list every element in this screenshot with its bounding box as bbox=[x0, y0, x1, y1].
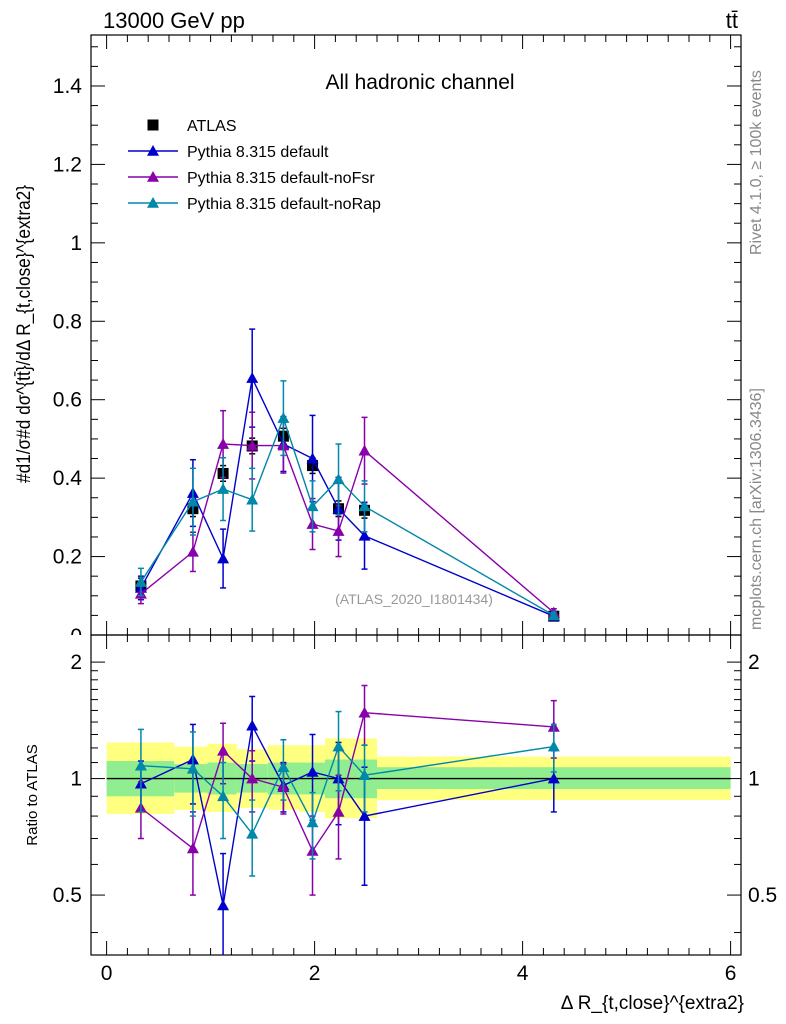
ratio-point-noFsr bbox=[217, 744, 230, 756]
ratio-series-noRap bbox=[134, 710, 560, 877]
legend: ATLAS Pythia 8.315 default Pythia 8.315 de… bbox=[128, 118, 381, 213]
legend-marker-noRap bbox=[147, 197, 159, 208]
main-point-noFsr bbox=[186, 545, 199, 557]
main-point-noRap bbox=[246, 493, 259, 505]
main-series-layer bbox=[134, 328, 560, 622]
main-point-noFsr bbox=[332, 525, 345, 536]
ratio-point-noFsr bbox=[358, 706, 371, 718]
main-point-noRap bbox=[186, 495, 199, 507]
x-tick-label: 6 bbox=[725, 962, 737, 985]
ratio-point-default bbox=[306, 765, 319, 777]
main-ytick-label: 0.8 bbox=[53, 310, 82, 333]
x-axis-label: Δ R_{t,close}^{extra2} bbox=[561, 993, 744, 1014]
main-series-default bbox=[134, 328, 560, 621]
main-ytick-label: 0.6 bbox=[53, 389, 82, 412]
main-series-noFsr bbox=[134, 409, 560, 618]
main-point-noRap bbox=[134, 576, 147, 587]
ratio-ytick-label-right: 0.5 bbox=[748, 884, 777, 907]
main-ytick-label-zero: 0 bbox=[70, 625, 82, 648]
main-y-axis-label: #d1/σ#d dσ^{tt̄}/dΔ R_{t,close}^{extra2} bbox=[14, 185, 35, 483]
ratio-ytick-label-left: 2 bbox=[70, 651, 82, 674]
x-tick-label: 4 bbox=[517, 962, 529, 985]
legend-label-ATLAS: ATLAS bbox=[187, 118, 237, 135]
main-ytick-label: 0.4 bbox=[53, 467, 83, 490]
analysis-watermark: (ATLAS_2020_I1801434) bbox=[335, 591, 493, 607]
main-point-default bbox=[217, 552, 230, 564]
main-point-noRap bbox=[332, 473, 345, 485]
main-point-default bbox=[246, 372, 259, 383]
main-point-noRap bbox=[277, 412, 290, 423]
main-point-noFsr bbox=[217, 438, 230, 449]
ratio-point-noRap bbox=[246, 827, 259, 839]
ratio-point-default bbox=[358, 810, 371, 821]
legend-item-default: Pythia 8.315 default bbox=[128, 144, 329, 161]
legend-label-default: Pythia 8.315 default bbox=[187, 144, 329, 161]
main-point-noRap bbox=[306, 500, 319, 512]
ratio-point-default bbox=[217, 899, 230, 911]
legend-marker-noFsr bbox=[147, 171, 159, 182]
legend-label-noRap: Pythia 8.315 default-noRap bbox=[187, 196, 381, 213]
legend-item-noFsr: Pythia 8.315 default-noFsr bbox=[128, 170, 375, 187]
main-point-noFsr bbox=[246, 439, 259, 451]
ratio-point-noRap bbox=[306, 816, 319, 828]
ratio-plot-frame bbox=[90, 634, 742, 956]
ratio-point-noRap bbox=[277, 761, 290, 773]
main-line-noFsr bbox=[140, 443, 555, 614]
process-label: tt̄ bbox=[726, 8, 738, 33]
main-point-noRap bbox=[547, 609, 560, 621]
ratio-ytick-label-right: 1 bbox=[748, 768, 760, 791]
ratio-y-axis-label: Ratio to ATLAS bbox=[24, 744, 41, 845]
energy-label: 13000 GeV pp bbox=[103, 8, 245, 33]
axis-ticks: 0.2 0.4 0.6 0.8 1 1.2 1.4 0 0 2 4 6 0.5 0.5 1 1 2 2 bbox=[53, 35, 777, 985]
main-ytick-label: 1.2 bbox=[53, 153, 82, 176]
mcplots-label: mcplots.cern.ch [arXiv:1306.3436] bbox=[748, 388, 765, 630]
main-ytick-label: 1.4 bbox=[53, 75, 83, 98]
ratio-point-noFsr bbox=[246, 772, 259, 784]
ratio-series-layer bbox=[134, 684, 560, 955]
ratio-point-default bbox=[246, 719, 259, 731]
legend-item-noRap: Pythia 8.315 default-noRap bbox=[128, 196, 381, 213]
ratio-point-noFsr bbox=[332, 805, 345, 817]
ratio-ytick-label-left: 0.5 bbox=[53, 884, 82, 907]
main-series-noRap bbox=[134, 380, 560, 621]
main-point-default bbox=[358, 529, 371, 541]
main-ytick-label: 1 bbox=[70, 232, 82, 255]
ratio-point-noRap bbox=[358, 769, 371, 781]
ratio-point-noFsr bbox=[186, 842, 199, 854]
legend-marker-ATLAS bbox=[147, 119, 159, 131]
main-point-noRap bbox=[358, 500, 371, 512]
ratio-point-noRap bbox=[217, 790, 230, 802]
main-point-noRap bbox=[217, 483, 230, 494]
main-point-noFsr bbox=[358, 444, 371, 456]
ratio-point-noRap bbox=[186, 762, 199, 774]
plot-title: All hadronic channel bbox=[325, 71, 514, 94]
main-ytick-label: 0.2 bbox=[53, 546, 82, 569]
ratio-point-default bbox=[547, 772, 560, 784]
x-tick-label: 0 bbox=[101, 962, 113, 985]
x-tick-label: 2 bbox=[309, 962, 321, 985]
legend-label-noFsr: Pythia 8.315 default-noFsr bbox=[187, 170, 375, 187]
ratio-ytick-label-right: 2 bbox=[748, 651, 760, 674]
ratio-point-noRap bbox=[332, 740, 345, 752]
ratio-point-noRap bbox=[134, 759, 147, 771]
rivet-version-label: Rivet 4.1.0, ≥ 100k events bbox=[748, 70, 765, 255]
legend-item-ATLAS: ATLAS bbox=[147, 118, 237, 135]
ratio-ytick-label-left: 1 bbox=[70, 768, 82, 791]
ratio-point-noRap bbox=[547, 740, 560, 752]
legend-marker-default bbox=[147, 145, 159, 156]
main-point-default bbox=[306, 452, 319, 464]
